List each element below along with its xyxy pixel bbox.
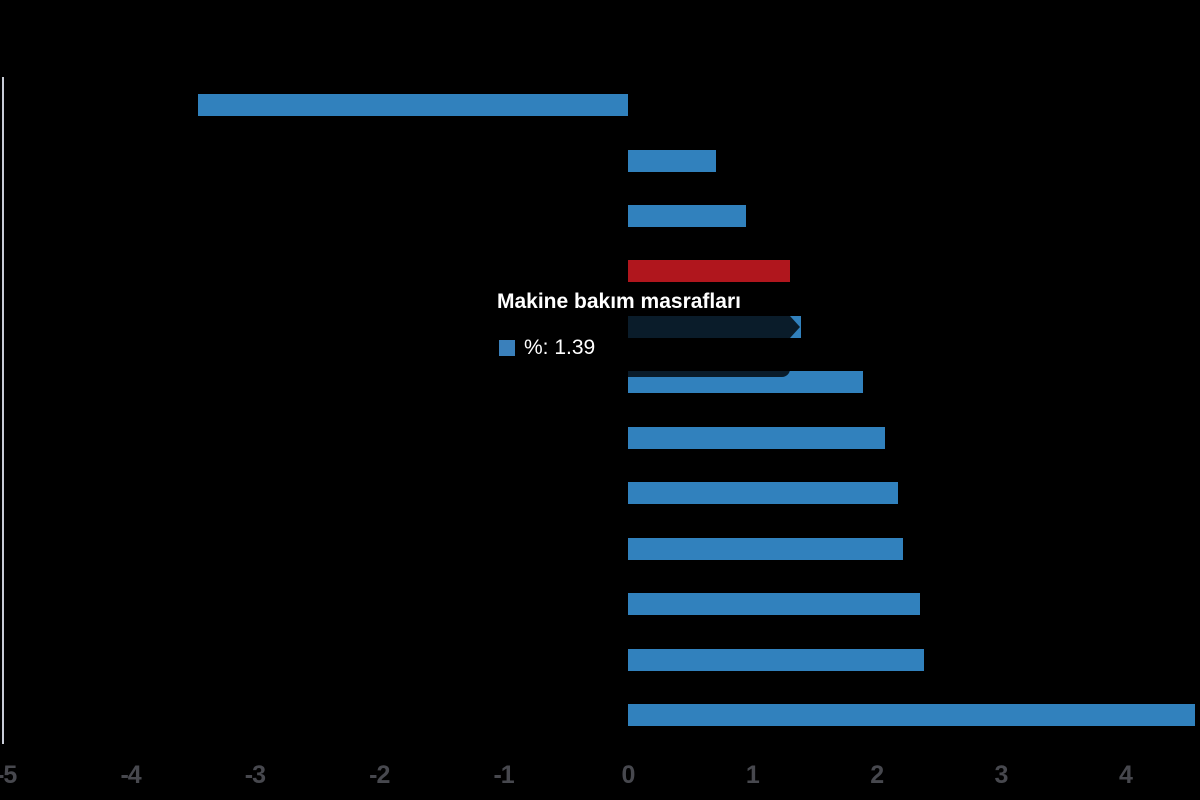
x-tick-label--5: -5 bbox=[0, 761, 17, 789]
bar-row-8[interactable] bbox=[628, 482, 898, 505]
bar-row-7[interactable] bbox=[628, 426, 886, 449]
x-tick-label-2: 2 bbox=[870, 761, 884, 789]
bar-row-1[interactable] bbox=[197, 94, 628, 116]
bar-row-11[interactable] bbox=[628, 648, 924, 671]
x-tick-label--1: -1 bbox=[493, 761, 514, 789]
bar-row-2[interactable] bbox=[628, 149, 717, 172]
x-tick-label-0: 0 bbox=[621, 761, 636, 789]
x-tick-label-1: 1 bbox=[745, 761, 760, 789]
y-axis-line bbox=[2, 77, 4, 744]
x-tick-label-4: 4 bbox=[1118, 761, 1133, 789]
bar-row-4[interactable] bbox=[628, 260, 790, 283]
bar-row-10[interactable] bbox=[628, 593, 921, 616]
tooltip-value-row: %: 1.39 bbox=[499, 336, 595, 360]
tooltip-category-label: Makine bakım masrafları bbox=[497, 290, 741, 313]
x-tick-label--3: -3 bbox=[244, 761, 266, 789]
bar-row-12[interactable] bbox=[628, 704, 1195, 727]
tooltip-value-label: %: 1.39 bbox=[524, 336, 596, 359]
x-tick-label--4: -4 bbox=[120, 761, 141, 789]
series-swatch-icon bbox=[499, 340, 515, 356]
bar-row-3[interactable] bbox=[628, 204, 747, 227]
x-tick-label-3: 3 bbox=[994, 761, 1009, 789]
x-tick-label--2: -2 bbox=[369, 761, 390, 789]
bar-row-9[interactable] bbox=[628, 537, 903, 560]
tooltip: Makine bakım masrafları %: 1.39 bbox=[487, 284, 800, 377]
